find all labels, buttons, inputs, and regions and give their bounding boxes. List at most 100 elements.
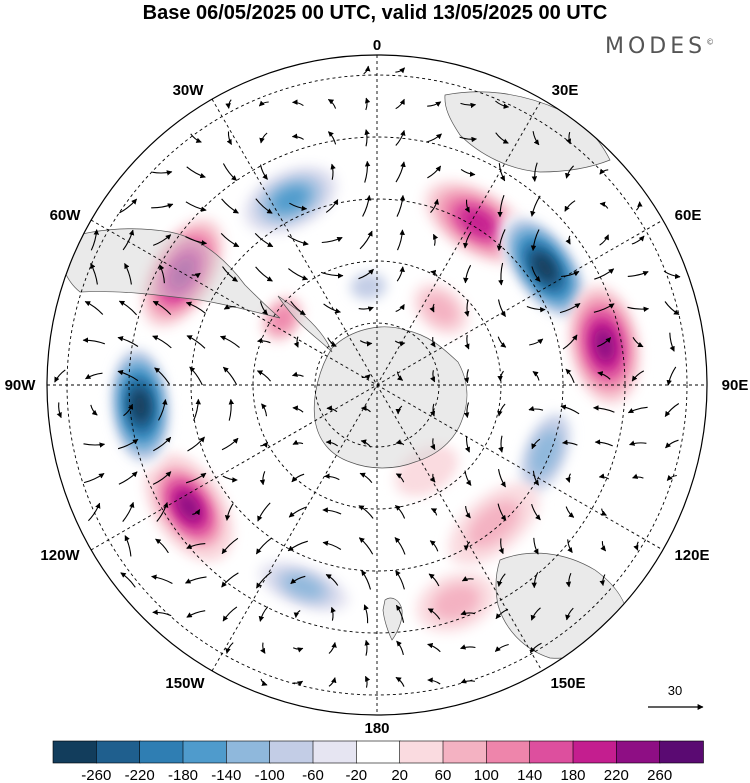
wind-vector bbox=[394, 537, 406, 555]
wind-vector bbox=[429, 473, 436, 483]
wind-vector bbox=[222, 163, 238, 181]
wind-vector bbox=[328, 131, 337, 145]
wind-vector bbox=[497, 573, 506, 587]
wind-vector bbox=[122, 229, 135, 251]
lon-label-60w: 60W bbox=[50, 207, 82, 224]
wind-vector bbox=[153, 436, 172, 452]
wind-vector bbox=[90, 404, 98, 416]
wind-vector bbox=[430, 269, 438, 277]
wind-vector bbox=[293, 680, 304, 687]
wind-vector bbox=[465, 506, 471, 519]
colorbar-tick-label: 180 bbox=[560, 767, 585, 783]
wind-vector bbox=[155, 538, 169, 554]
wind-vector bbox=[599, 234, 609, 246]
wind-vector bbox=[364, 129, 370, 147]
anomaly-contour bbox=[467, 500, 520, 548]
wind-vector bbox=[395, 98, 405, 110]
wind-vector bbox=[325, 199, 339, 213]
wind-vector bbox=[593, 303, 615, 313]
wind-vector bbox=[532, 131, 540, 146]
wind-vector bbox=[292, 405, 304, 413]
wind-vector bbox=[292, 647, 304, 653]
wind-vector bbox=[396, 266, 405, 282]
wind-vector bbox=[430, 370, 436, 383]
wind-vector bbox=[430, 438, 436, 451]
wind-vector bbox=[497, 195, 505, 218]
wind-vector bbox=[226, 131, 232, 145]
wind-vector bbox=[222, 606, 238, 622]
wind-vector bbox=[257, 502, 271, 522]
wind-vector bbox=[359, 230, 373, 250]
colorbar-tick-label: 140 bbox=[517, 767, 542, 783]
wind-vector bbox=[83, 472, 105, 484]
wind-vector bbox=[358, 505, 374, 519]
wind-vector bbox=[599, 201, 609, 209]
wind-vector bbox=[328, 677, 337, 687]
colorbar-swatch bbox=[529, 740, 574, 764]
wind-vector bbox=[599, 168, 609, 175]
wind-vector bbox=[321, 236, 343, 244]
wind-vector bbox=[222, 366, 238, 386]
wind-vector bbox=[532, 371, 540, 381]
anomaly-contour bbox=[532, 253, 557, 282]
anomaly-contour bbox=[423, 292, 458, 326]
wind-vector bbox=[186, 166, 206, 179]
wind-vector bbox=[427, 677, 441, 685]
wind-vector bbox=[159, 264, 165, 284]
wind-vector bbox=[565, 235, 571, 245]
wind-vector bbox=[119, 198, 138, 214]
wind-vector bbox=[186, 335, 206, 349]
wind-vector bbox=[396, 229, 405, 251]
wind-vector bbox=[325, 439, 339, 447]
wind-vector bbox=[633, 541, 639, 551]
wind-vector bbox=[461, 576, 474, 582]
colorbar-swatch bbox=[442, 740, 488, 764]
anomaly-center bbox=[413, 283, 469, 336]
wind-vector bbox=[597, 337, 612, 348]
wind-vector bbox=[222, 475, 238, 483]
wind-vector bbox=[429, 540, 439, 552]
wind-vector bbox=[255, 266, 273, 282]
anomaly-contour bbox=[432, 584, 480, 620]
wind-vector bbox=[395, 473, 405, 483]
wind-vector bbox=[598, 473, 610, 480]
colorbar-tick-label: -140 bbox=[211, 767, 241, 783]
wind-vector bbox=[358, 537, 374, 555]
wind-vector bbox=[221, 572, 239, 588]
wind-vector bbox=[635, 201, 643, 211]
wind-vector bbox=[530, 607, 541, 621]
wind-vector bbox=[124, 263, 132, 285]
colorbar-swatch bbox=[616, 740, 661, 764]
anomaly-contour bbox=[131, 389, 150, 422]
lon-label-60e: 60E bbox=[675, 207, 702, 224]
wind-vector bbox=[260, 441, 269, 448]
wind-vector bbox=[187, 436, 205, 452]
wind-vector bbox=[565, 473, 571, 483]
wind-vector bbox=[631, 370, 645, 382]
wind-vector bbox=[395, 676, 405, 687]
wind-vector bbox=[359, 340, 373, 347]
wind-vector bbox=[330, 163, 336, 180]
wind-vector bbox=[193, 398, 201, 421]
wind-vector bbox=[396, 640, 404, 656]
wind-vector bbox=[565, 165, 574, 179]
wind-vector bbox=[56, 402, 62, 419]
wind-vector bbox=[498, 435, 504, 453]
map-title: Base 06/05/2025 00 UTC, valid 13/05/2025… bbox=[142, 2, 608, 24]
colorbar-tick-label: -260 bbox=[81, 767, 111, 783]
wind-vector bbox=[429, 303, 435, 313]
wind-vector bbox=[669, 332, 675, 352]
wind-vector bbox=[459, 136, 477, 143]
anomaly-center bbox=[448, 483, 539, 565]
anomaly-contour bbox=[594, 328, 615, 362]
wind-vector bbox=[258, 100, 269, 107]
colorbar-tick-label: -20 bbox=[345, 767, 367, 783]
wind-vector bbox=[530, 195, 541, 217]
lon-label-120w: 120W bbox=[40, 547, 80, 564]
wind-vector bbox=[221, 198, 239, 214]
wind-vector bbox=[123, 403, 134, 417]
wind-vector bbox=[228, 398, 235, 421]
wind-vector bbox=[395, 161, 406, 183]
wind-vector bbox=[498, 538, 504, 555]
wind-vector bbox=[224, 503, 234, 521]
